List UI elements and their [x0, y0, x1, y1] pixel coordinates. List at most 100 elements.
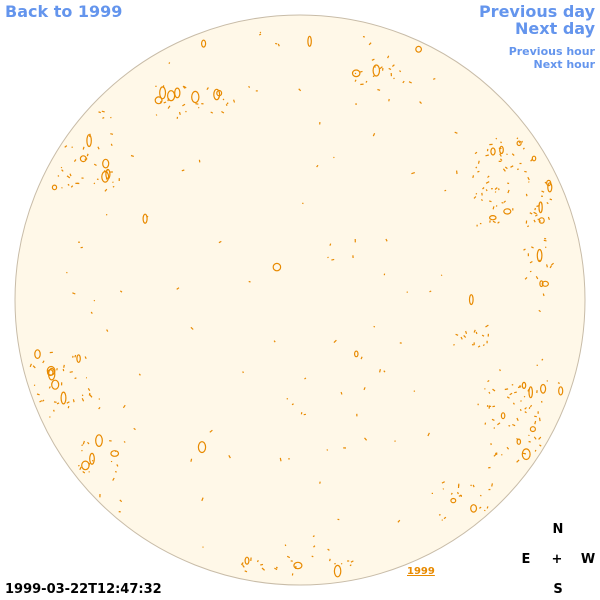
feature-mark	[517, 168, 519, 171]
feature-mark	[492, 220, 496, 224]
feature-mark	[261, 567, 265, 571]
feature-mark	[201, 497, 204, 502]
feature-mark	[558, 386, 564, 396]
feature-mark	[178, 111, 181, 115]
feature-mark	[53, 409, 55, 412]
feature-mark	[307, 35, 312, 47]
previous-day-link[interactable]: Previous day	[478, 2, 595, 21]
feature-mark	[539, 280, 544, 288]
feature-mark	[528, 440, 531, 443]
feature-mark	[110, 133, 114, 135]
feature-mark	[291, 403, 294, 406]
feature-mark	[546, 264, 548, 268]
feature-mark	[72, 399, 75, 403]
feature-mark	[504, 166, 508, 170]
feature-mark	[274, 567, 277, 570]
feature-mark	[331, 258, 335, 261]
feature-mark	[441, 481, 445, 484]
feature-mark	[86, 153, 89, 156]
feature-mark	[456, 491, 459, 495]
feature-mark	[123, 440, 126, 443]
feature-mark	[549, 198, 553, 201]
feature-mark	[509, 392, 513, 396]
feature-mark	[534, 415, 537, 418]
feature-mark	[116, 464, 119, 467]
feature-mark	[529, 212, 533, 215]
previous-hour-link[interactable]: Previous hour	[508, 45, 595, 58]
feature-mark	[349, 564, 352, 567]
year-link[interactable]: 1999	[407, 566, 435, 577]
feature-mark	[82, 471, 86, 474]
feature-mark	[453, 343, 455, 346]
feature-mark	[112, 181, 114, 183]
feature-mark	[506, 396, 510, 399]
feature-mark	[354, 72, 357, 75]
feature-mark	[533, 219, 536, 223]
feature-mark	[485, 181, 490, 184]
feature-mark	[470, 484, 472, 487]
feature-mark	[499, 153, 502, 157]
feature-mark	[333, 156, 335, 159]
feature-mark	[470, 504, 478, 513]
feature-mark	[468, 294, 474, 306]
feature-mark	[39, 400, 43, 403]
feature-mark	[84, 158, 86, 161]
feature-mark	[206, 87, 209, 91]
feature-mark	[516, 459, 520, 463]
feature-mark	[42, 360, 45, 364]
feature-mark	[327, 548, 330, 551]
feature-mark	[183, 85, 187, 89]
feature-mark	[221, 110, 225, 114]
feature-mark	[551, 262, 554, 266]
feature-mark	[413, 390, 416, 392]
feature-mark	[460, 336, 463, 340]
feature-mark	[528, 407, 531, 409]
feature-mark	[36, 393, 40, 396]
back-to-year-link[interactable]: Back to 1999	[5, 2, 123, 21]
feature-mark	[479, 506, 482, 509]
feature-mark	[62, 368, 65, 372]
feature-mark	[491, 483, 493, 487]
feature-mark	[42, 399, 45, 402]
feature-mark	[489, 200, 492, 203]
feature-mark	[241, 563, 244, 566]
feature-mark	[51, 184, 58, 191]
feature-mark	[64, 145, 68, 148]
feature-mark	[517, 386, 522, 389]
feature-mark	[82, 440, 85, 445]
feature-mark	[524, 170, 527, 173]
feature-mark	[226, 102, 229, 105]
feature-mark	[327, 256, 329, 259]
feature-mark	[81, 397, 85, 402]
feature-mark	[360, 356, 363, 360]
feature-mark	[275, 568, 278, 571]
next-day-link[interactable]: Next day	[515, 19, 595, 38]
feature-mark	[472, 175, 475, 179]
feature-mark	[493, 453, 497, 457]
feature-mark	[547, 182, 553, 193]
feature-mark	[411, 172, 415, 175]
feature-mark	[333, 339, 337, 344]
feature-mark	[541, 358, 544, 361]
feature-mark	[273, 340, 276, 343]
feature-mark	[529, 260, 533, 264]
feature-mark	[533, 211, 537, 215]
feature-mark	[534, 214, 538, 217]
feature-mark	[190, 326, 194, 330]
feature-mark	[340, 391, 343, 395]
feature-mark	[529, 404, 533, 408]
feature-mark	[427, 432, 430, 437]
feature-mark	[543, 239, 547, 242]
feature-mark	[474, 151, 478, 155]
feature-mark	[463, 334, 467, 338]
feature-mark	[388, 67, 392, 71]
next-hour-link[interactable]: Next hour	[533, 58, 596, 71]
feature-mark	[510, 165, 514, 168]
feature-mark	[500, 141, 502, 144]
feature-mark	[95, 434, 103, 448]
feature-mark	[530, 158, 534, 162]
feature-mark	[525, 193, 528, 197]
feature-mark	[69, 173, 72, 177]
feature-mark	[244, 570, 248, 573]
feature-mark	[512, 423, 516, 427]
